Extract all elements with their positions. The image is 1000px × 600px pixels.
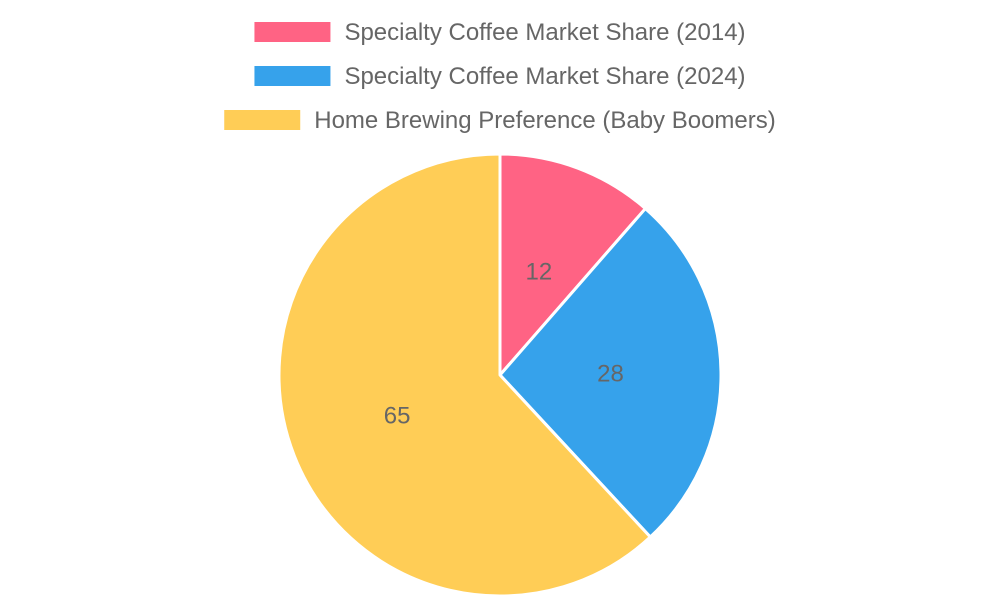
data-label: 28	[597, 360, 624, 387]
legend-label: Specialty Coffee Market Share (2014)	[344, 19, 745, 46]
pie-slice[interactable]	[498, 207, 723, 539]
data-label: 12	[525, 259, 552, 286]
pie-slice[interactable]	[277, 152, 652, 598]
pie-slices	[277, 152, 723, 598]
legend-label: Specialty Coffee Market Share (2024)	[344, 63, 745, 90]
legend-swatch	[254, 66, 331, 86]
legend-item[interactable]: Specialty Coffee Market Share (2014)	[254, 19, 746, 46]
legend: Specialty Coffee Market Share (2014) Spec…	[224, 19, 776, 134]
legend-item[interactable]: Home Brewing Preference (Baby Boomers)	[224, 107, 776, 134]
legend-label: Home Brewing Preference (Baby Boomers)	[314, 107, 776, 134]
data-label: 65	[384, 402, 411, 429]
legend-swatch	[254, 22, 331, 42]
pie-slice[interactable]	[498, 152, 647, 377]
legend-swatch	[224, 110, 301, 130]
legend-item[interactable]: Specialty Coffee Market Share (2024)	[254, 63, 746, 90]
data-labels: 12 28 65	[384, 259, 624, 430]
